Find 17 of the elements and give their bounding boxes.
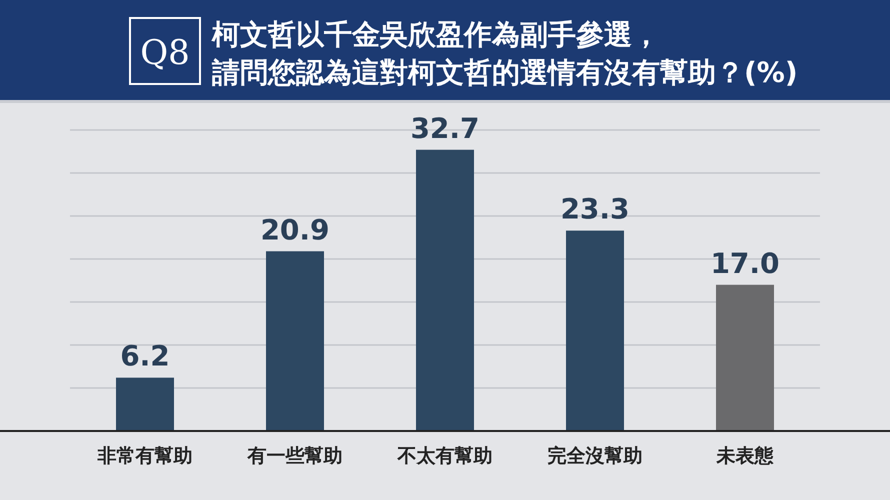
data-label: 6.2 (120, 340, 170, 373)
data-label: 23.3 (560, 192, 630, 226)
data-label: 32.7 (410, 112, 480, 145)
bar (266, 251, 324, 431)
bar (116, 378, 174, 431)
chart-title: 柯文哲以千金吳欣盈作為副手參選，請問您認為這對柯文哲的選情有沒有幫助？(%) (211, 18, 798, 89)
bar (716, 284, 774, 431)
x-tick-label: 不太有幫助 (396, 445, 492, 467)
x-tick-label: 非常有幫助 (96, 445, 192, 467)
x-tick-label: 完全沒幫助 (548, 445, 642, 467)
x-tick-label: 未表態 (716, 445, 774, 467)
bar (566, 230, 624, 431)
question-box: Q8 (129, 17, 201, 85)
bar (416, 150, 474, 431)
x-tick-label: 有一些幫助 (246, 445, 342, 467)
data-label: 20.9 (260, 213, 330, 246)
data-label: 17.0 (710, 246, 780, 280)
